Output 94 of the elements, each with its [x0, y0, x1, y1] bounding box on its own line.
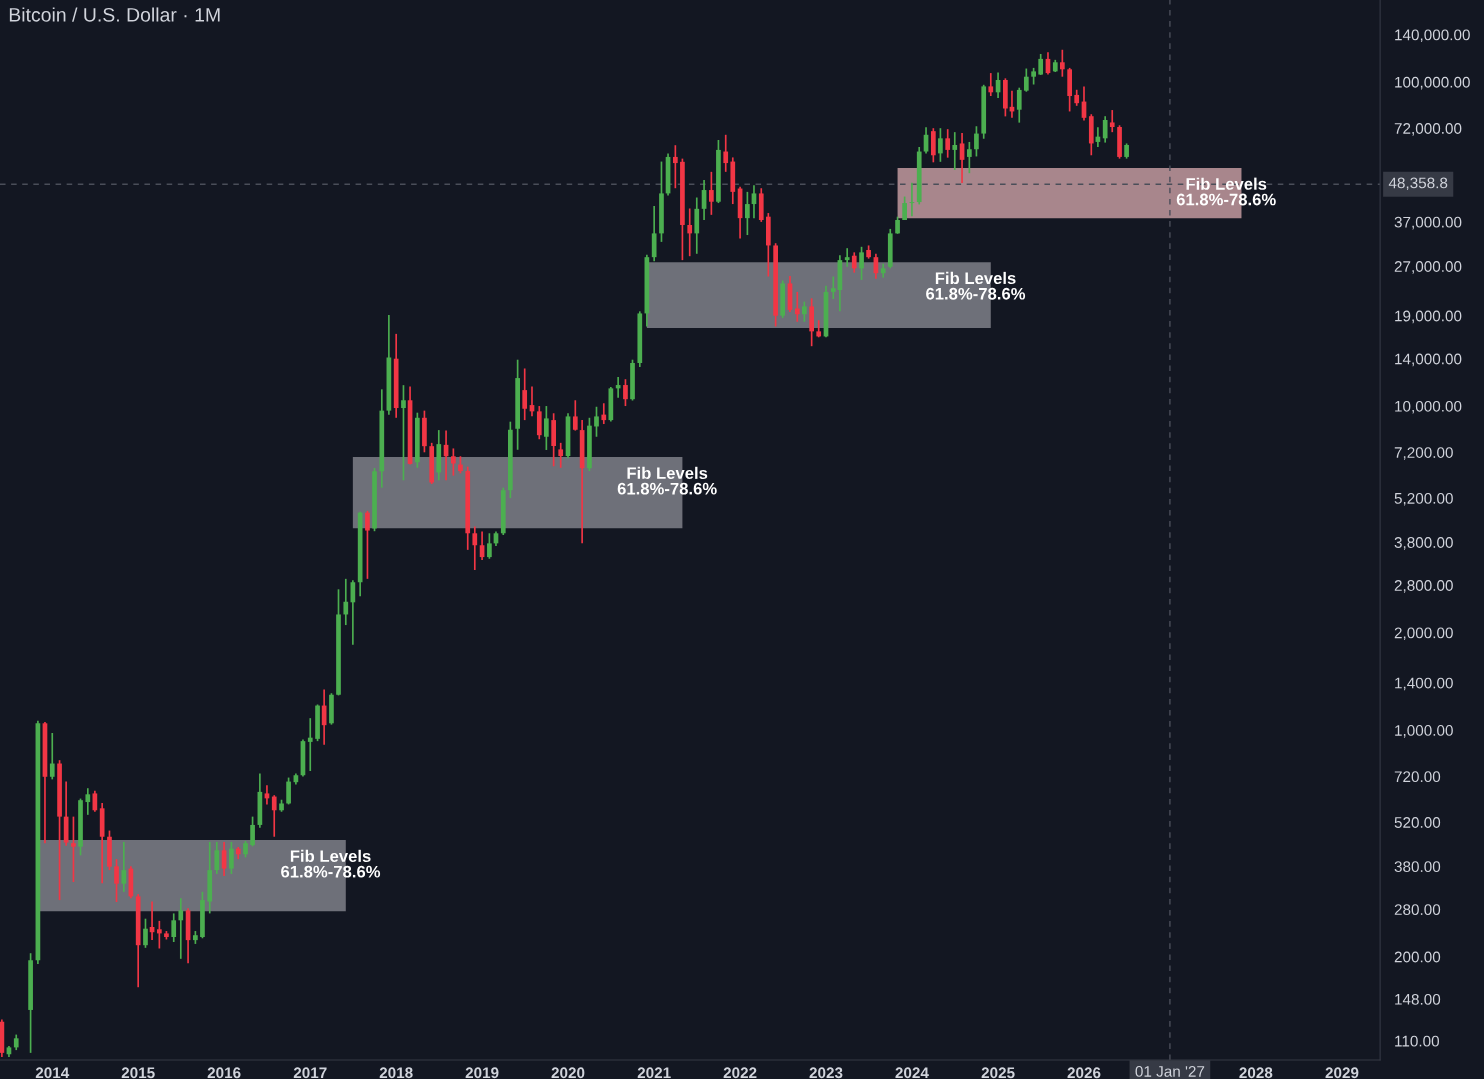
y-tick-label: 37,000.00: [1394, 216, 1462, 230]
candlestick: [1102, 115, 1108, 144]
x-tick-label: 2022: [723, 1067, 757, 1079]
candlestick: [709, 171, 714, 216]
candlestick: [250, 815, 255, 848]
ref-line-label: 48,358.8: [1388, 177, 1448, 191]
candlestick: [723, 133, 729, 173]
y-tick-label: 10,000.00: [1395, 400, 1462, 414]
y-tick-label: 100,000.00: [1395, 76, 1470, 90]
x-tick-label: 2020: [551, 1067, 585, 1079]
candlestick: [801, 300, 807, 323]
candlestick: [178, 897, 184, 960]
candlestick: [71, 815, 76, 883]
candlestick: [544, 405, 549, 451]
candlestick: [945, 128, 951, 159]
candlestick: [952, 131, 958, 171]
candlestick: [472, 525, 478, 571]
candlestick: [851, 251, 857, 274]
candlestick: [487, 532, 492, 560]
candlestick: [988, 72, 994, 97]
candlestick: [229, 841, 234, 875]
y-tick-label: 720.00: [1394, 771, 1441, 783]
candlestick: [143, 917, 148, 949]
y-tick-label: 280.00: [1394, 904, 1441, 916]
candlestick: [401, 384, 406, 482]
y-tick-label: 1,400.00: [1395, 677, 1453, 691]
y-tick-label: 140,000.00: [1395, 29, 1470, 43]
x-tick-label: 2014: [35, 1067, 70, 1079]
y-tick-label: 148.00: [1395, 993, 1441, 1005]
candlestick: [1016, 86, 1022, 124]
x-tick-label: 2028: [1239, 1067, 1273, 1079]
candlestick: [859, 245, 864, 281]
candlestick: [286, 776, 291, 806]
candlestick: [1059, 48, 1065, 78]
candlestick: [572, 399, 578, 432]
candlestick: [307, 717, 313, 772]
y-tick-label: 200.00: [1394, 951, 1441, 963]
candlestick: [558, 442, 564, 469]
x-tick-label: 2029: [1325, 1067, 1359, 1079]
x-tick-label: 2024: [895, 1067, 929, 1079]
candlestick: [687, 207, 693, 258]
candlestick: [114, 858, 119, 903]
x-tick-label: 2025: [981, 1067, 1015, 1079]
y-tick-label: 7,200.00: [1394, 447, 1453, 460]
ref-line-label: 01 Jan '27: [1135, 1065, 1205, 1077]
x-tick-label: 2021: [637, 1067, 671, 1079]
candlestick: [343, 578, 349, 626]
y-tick-label: 110.00: [1395, 1035, 1440, 1047]
y-tick-label: 5,200.00: [1394, 492, 1453, 506]
x-tick-label: 2016: [207, 1067, 241, 1079]
candlestick: [365, 510, 370, 580]
y-tick-label: 3,800.00: [1394, 537, 1453, 550]
x-tick-label: 2018: [379, 1067, 413, 1079]
y-tick-label: 27,000.00: [1394, 261, 1462, 274]
chart-title: Bitcoin / U.S. Dollar · 1M: [9, 7, 220, 22]
candlestick: [85, 787, 91, 816]
y-tick-label: 520.00: [1394, 817, 1441, 828]
candlestick: [49, 732, 55, 781]
candlestick: [601, 402, 607, 425]
candlestick: [745, 191, 750, 236]
candlestick: [967, 141, 972, 175]
y-tick-label: 72,000.00: [1394, 123, 1462, 136]
candlestick: [171, 912, 177, 943]
y-tick-label: 19,000.00: [1395, 310, 1462, 324]
candlestick: [844, 247, 850, 268]
candlestick: [938, 127, 943, 163]
y-tick-label: 14,000.00: [1395, 353, 1462, 367]
candlestick: [794, 291, 800, 323]
x-tick-label: 2017: [293, 1067, 327, 1079]
candlestick: [271, 794, 277, 838]
candlestick: [974, 125, 979, 158]
y-tick-label: 2,000.00: [1394, 627, 1453, 641]
candlestick: [672, 144, 678, 190]
candlestick: [830, 275, 836, 300]
candlestick: [214, 841, 220, 875]
candlestick: [623, 378, 628, 407]
candlestick: [1038, 53, 1044, 76]
x-tick-label: 2019: [465, 1067, 499, 1079]
y-tick-label: 1,000.00: [1395, 725, 1453, 738]
candlestick: [451, 447, 456, 477]
candlestick: [121, 841, 127, 893]
x-tick-label: 2026: [1067, 1067, 1101, 1079]
candlestick: [1109, 109, 1115, 133]
candlestick: [594, 405, 599, 438]
candlestick: [522, 367, 528, 421]
candlestick: [157, 920, 162, 950]
candlestick: [615, 376, 621, 399]
y-tick-label: 380.00: [1394, 861, 1441, 873]
x-tick-label: 2023: [809, 1067, 843, 1079]
y-tick-label: 2,800.00: [1394, 580, 1453, 593]
candlestick: [536, 405, 542, 441]
candlestick: [651, 205, 657, 262]
x-tick-label: 2015: [121, 1067, 155, 1079]
candlestick: [1023, 67, 1029, 93]
